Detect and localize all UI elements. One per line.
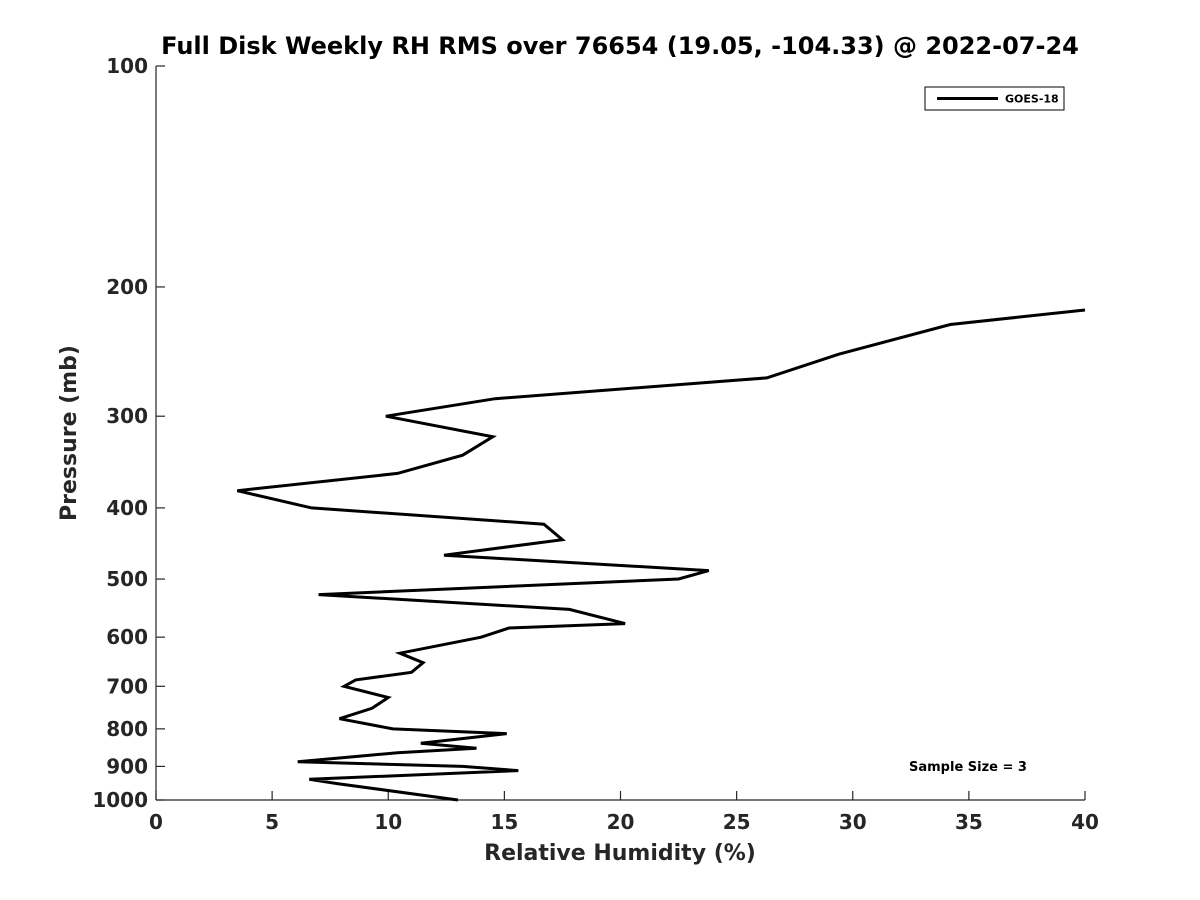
- y-tick-label: 700: [106, 674, 148, 698]
- x-tick-label: 35: [955, 810, 983, 834]
- y-tick-label: 1000: [92, 788, 148, 812]
- chart-title: Full Disk Weekly RH RMS over 76654 (19.0…: [161, 32, 1079, 60]
- y-tick-label: 600: [106, 625, 148, 649]
- axes: 0 5 10 15 20 25 30 35 40 100 200 300 400 500 600 700 800…: [92, 54, 1099, 834]
- series-lines: [236, 308, 1086, 802]
- y-tick-label: 200: [106, 275, 148, 299]
- y-tick-label: 100: [106, 54, 148, 78]
- x-axis-label: Relative Humidity (%): [484, 841, 756, 866]
- x-tick-label: 30: [839, 810, 867, 834]
- x-tick-label: 20: [607, 810, 635, 834]
- series-line-goes-18: [236, 308, 1086, 802]
- y-axis-label: Pressure (mb): [57, 345, 82, 521]
- x-tick-label: 25: [723, 810, 751, 834]
- y-tick-label: 900: [106, 754, 148, 778]
- legend-label-goes-18: GOES-18: [1005, 93, 1059, 106]
- y-tick-label: 800: [106, 717, 148, 741]
- x-tick-label: 0: [149, 810, 163, 834]
- x-tick-label: 15: [490, 810, 518, 834]
- y-tick-label: 400: [106, 496, 148, 520]
- y-tick-label: 500: [106, 567, 148, 591]
- x-tick-label: 5: [265, 810, 279, 834]
- x-tick-label: 10: [374, 810, 402, 834]
- legend: GOES-18: [924, 86, 1065, 111]
- x-tick-label: 40: [1071, 810, 1099, 834]
- sample-size-annotation: Sample Size = 3: [909, 760, 1027, 775]
- y-tick-label: 300: [106, 404, 148, 428]
